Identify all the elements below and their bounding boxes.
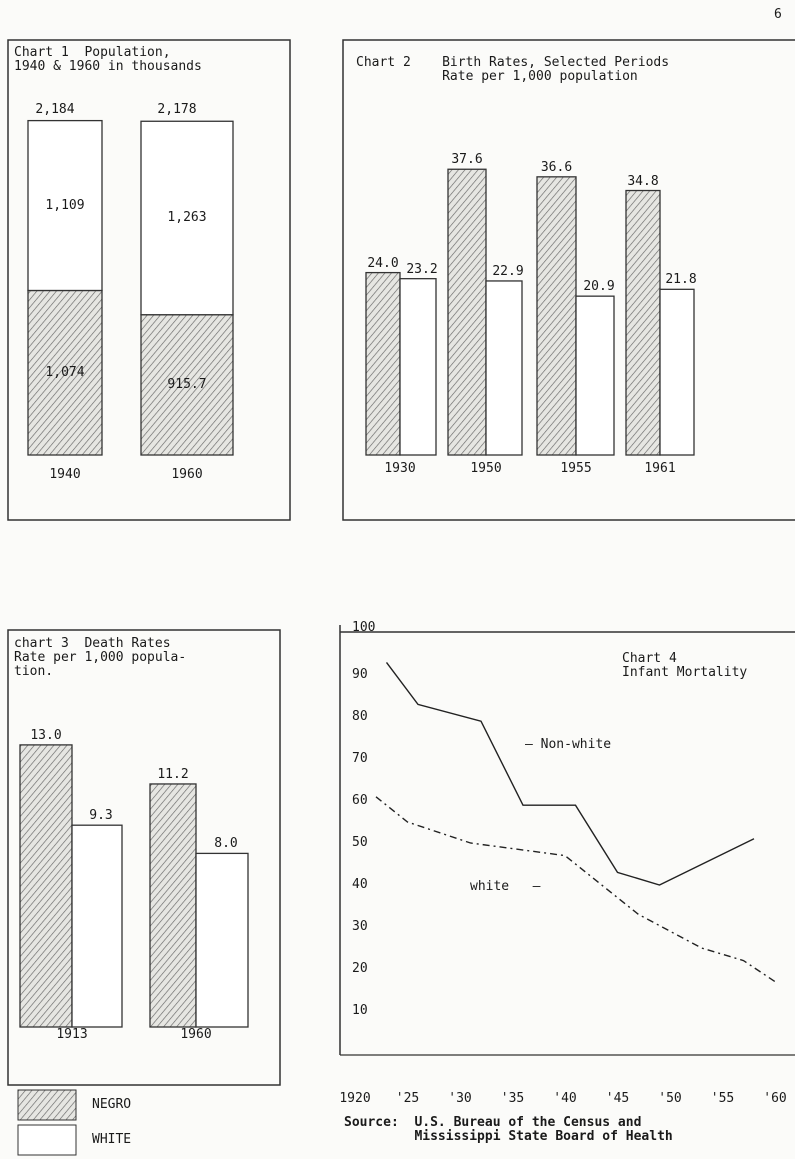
chart4-y-tick: 40 [352, 877, 368, 892]
chart1-bar-negro [27, 289, 103, 456]
chart1-title: Chart 1 Population, 1940 & 1960 in thous… [14, 45, 202, 74]
chart2-label-negro: 36.6 [540, 159, 573, 175]
chart4-y-tick: 60 [352, 793, 368, 808]
chart2-label-negro: 24.0 [367, 255, 399, 271]
chart2-label-white: 23.2 [406, 261, 438, 277]
chart4-x-tick: '25 [395, 1091, 420, 1106]
chart1-label-white: 1,109 [45, 197, 85, 213]
legend-white-label: WHITE [92, 1132, 132, 1147]
chart3-label-white: 9.3 [89, 808, 113, 824]
chart1-bar-negro [140, 314, 234, 456]
chart4-x-tick: '30 [448, 1091, 472, 1106]
chart2-label-negro: 34.8 [627, 173, 659, 189]
chart4-y-tick: 10 [352, 1003, 368, 1018]
legend-white-swatch [17, 1124, 77, 1156]
chart2-bar-negro [536, 176, 577, 456]
chart4-x-tick: '50 [658, 1091, 682, 1106]
chart2-label-white: 20.9 [583, 279, 615, 295]
chart2-bar-white [575, 295, 615, 456]
chart3-bar-white [195, 852, 249, 1028]
chart4-series-label-nonwhite: — Non-white [525, 737, 612, 752]
chart2-bar-negro [625, 189, 661, 456]
chart2-label-white: 21.8 [665, 272, 697, 288]
page-number: 6 [774, 7, 782, 22]
chart2-x-tick: 1930 [384, 461, 416, 476]
chart4-title: Chart 4 Infant Mortality [622, 651, 748, 680]
chart4-source: Source: U.S. Bureau of the Census and Mi… [344, 1115, 673, 1144]
chart1-x-tick: 1940 [49, 467, 81, 482]
chart4-x-tick: '45 [605, 1091, 630, 1106]
chart1-total-label: 2,178 [157, 102, 197, 118]
chart4-x-tick: '55 [710, 1091, 735, 1106]
chart4-y-tick: 100 [352, 620, 376, 635]
chart3-label-negro: 11.2 [157, 766, 189, 782]
chart2-label-white: 22.9 [492, 263, 524, 279]
chart2-x-tick: 1961 [644, 461, 676, 476]
chart2-bar-negro [365, 271, 401, 456]
chart3-x-tick: 1913 [56, 1027, 88, 1042]
chart4-x-tick: '60 [763, 1091, 787, 1106]
chart4-line-nonwhite [385, 661, 755, 886]
chart1-bar-white [27, 119, 103, 292]
chart1-total-label: 2,184 [35, 101, 75, 117]
chart3-label-white: 8.0 [214, 836, 238, 852]
chart2-bar-white [399, 278, 437, 456]
chart3-bar-white [71, 824, 123, 1028]
chart4-y-tick: 90 [352, 667, 368, 682]
chart4-line-white [375, 796, 776, 983]
chart2-bar-white [485, 280, 523, 456]
chart1-x-tick: 1960 [171, 467, 203, 482]
chart4-x-tick: 1920 [339, 1091, 371, 1106]
chart2-x-tick: 1955 [560, 461, 592, 476]
chart2-bar-white [659, 288, 695, 456]
chart4-y-tick: 30 [352, 919, 368, 934]
chart1-bar-white [140, 120, 234, 316]
chart4-y-tick: 20 [352, 961, 368, 976]
chart1-frame [7, 39, 291, 521]
chart4-series-label-white: white — [470, 879, 541, 894]
chart4-y-tick: 70 [352, 751, 368, 766]
chart2-title: Chart 2 Birth Rates, Selected Periods Ra… [356, 55, 670, 84]
chart1-label-negro: 1,074 [45, 364, 85, 380]
chart4-x-tick: '40 [553, 1091, 577, 1106]
chart3-title: chart 3 Death Rates Rate per 1,000 popul… [14, 636, 187, 679]
chart1-label-negro: 915.7 [167, 376, 207, 392]
chart2-bar-negro [447, 168, 487, 456]
legend-negro-swatch [17, 1089, 77, 1121]
chart2-frame [342, 39, 795, 521]
chart2-label-negro: 37.6 [451, 152, 483, 168]
chart3-frame [7, 629, 281, 1086]
chart2-x-tick: 1950 [470, 461, 502, 476]
chart3-bar-negro [19, 744, 73, 1028]
chart3-label-negro: 13.0 [30, 727, 62, 743]
chart3-x-tick: 1960 [180, 1027, 212, 1042]
chart3-bar-negro [149, 783, 197, 1028]
chart4-y-tick: 80 [352, 709, 368, 724]
chart4-y-tick: 50 [352, 835, 368, 850]
chart1-label-white: 1,263 [167, 209, 207, 225]
chart4-x-tick: '35 [500, 1091, 525, 1106]
legend-negro-label: NEGRO [92, 1097, 132, 1112]
